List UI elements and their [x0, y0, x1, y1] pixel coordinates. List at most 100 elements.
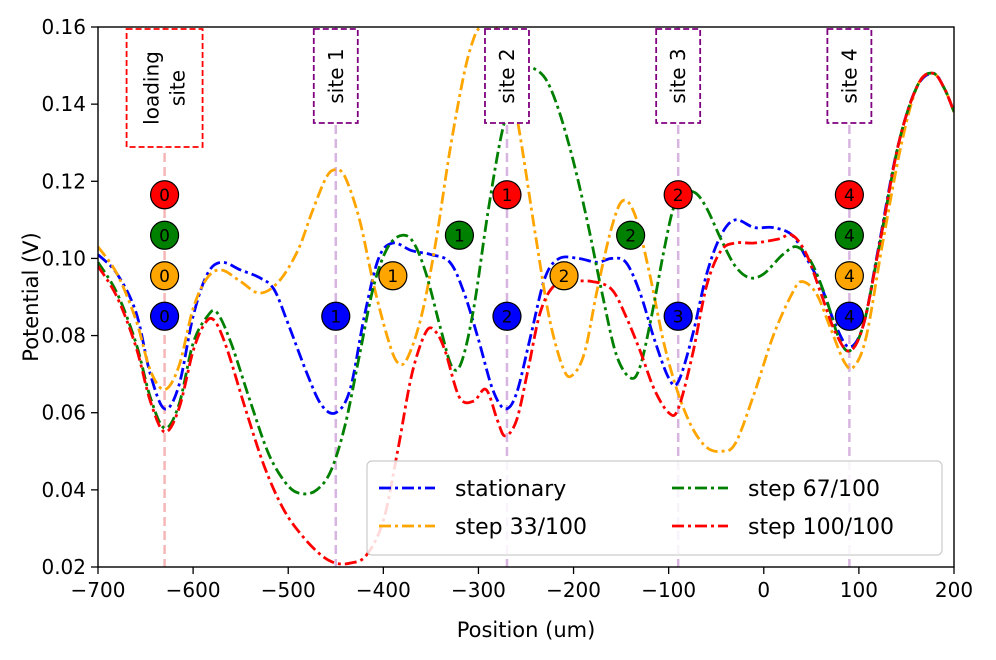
x-tick-label: 0	[757, 578, 770, 602]
series-line-step-100-100	[98, 71, 954, 566]
marker-step-100-100-2: 2	[663, 180, 693, 210]
marker-label: 2	[625, 226, 636, 246]
site-box-site-2: site 2	[484, 28, 530, 124]
x-tick-label: −400	[356, 578, 411, 602]
series-line-stationary	[98, 71, 954, 415]
legend-label: stationary	[455, 477, 566, 502]
marker-circle	[321, 301, 351, 331]
site-label-text: site 1	[324, 48, 348, 103]
plot-frame	[97, 26, 955, 568]
marker-circle	[663, 180, 693, 210]
marker-step-33-100-4: 4	[834, 261, 864, 291]
y-tick-label: 0.08	[41, 324, 86, 348]
legend: stationary step 33/100 step 67/100 step 100…	[366, 460, 943, 556]
x-tick-label: −200	[546, 578, 601, 602]
marker-label: 1	[502, 186, 513, 206]
marker-circle	[549, 261, 579, 291]
legend-entry-stationary: stationary	[379, 477, 566, 502]
x-tick-label: −700	[71, 578, 126, 602]
marker-label: 1	[454, 226, 465, 246]
marker-label: 4	[844, 267, 855, 287]
y-tick-label: 0.06	[41, 401, 86, 425]
marker-circle	[149, 261, 180, 291]
marker-circle	[149, 301, 180, 331]
site-box-frame	[826, 28, 873, 124]
marker-label: 4	[844, 307, 855, 327]
marker-stationary-3: 3	[663, 301, 693, 331]
x-tick-label: 100	[840, 578, 878, 602]
site-label-boxes: loading site site 1 site 2 site 3 site 4	[125, 28, 873, 148]
marker-label: 4	[844, 186, 855, 206]
marker-label: 1	[330, 307, 341, 327]
marker-label: 2	[673, 186, 684, 206]
site-box-frame	[484, 28, 530, 124]
marker-stationary-0: 0	[149, 301, 180, 331]
site-label-text: site 4	[837, 48, 861, 103]
marker-step-100-100-0: 0	[149, 180, 180, 210]
y-axis-ticks: 0.02 0.04 0.06 0.08 0.10 0.12 0.14 0.16	[41, 15, 98, 579]
y-tick-label: 0.10	[41, 246, 86, 270]
marker-label: 1	[387, 267, 398, 287]
marker-step-33-100-0: 0	[149, 261, 180, 291]
y-tick-label: 0.12	[41, 169, 86, 193]
legend-entry-step-67-100: step 67/100	[672, 477, 880, 502]
marker-label: 0	[159, 186, 170, 206]
marker-stationary-2: 2	[492, 301, 522, 331]
site-box-site-1: site 1	[312, 28, 359, 124]
marker-stationary-4: 4	[834, 301, 864, 331]
marker-circle	[444, 220, 475, 250]
x-tick-label: −300	[451, 578, 506, 602]
marker-step-67-100-2: 2	[616, 220, 646, 250]
marker-step-100-100-4: 4	[834, 180, 864, 210]
site-box-frame	[312, 28, 359, 124]
series-line-step-33-100	[98, 27, 954, 453]
marker-circle	[149, 220, 180, 250]
site-box-site-3: site 3	[655, 28, 702, 124]
site-label-text: site	[166, 70, 190, 106]
site-markers: 0 1 2 3 4 0 1 2 4 0 1 2 4 0 1 2 4	[149, 180, 864, 331]
y-tick-label: 0.14	[41, 92, 86, 116]
legend-label: step 100/100	[748, 515, 894, 540]
marker-label: 2	[559, 267, 570, 287]
site-label-text: site 3	[666, 48, 690, 103]
x-tick-label: −600	[166, 578, 221, 602]
marker-label: 3	[673, 307, 684, 327]
marker-step-67-100-0: 0	[149, 220, 180, 250]
marker-label: 0	[159, 226, 170, 246]
legend-entry-step-33-100: step 33/100	[379, 515, 587, 540]
series-lines	[98, 27, 954, 566]
marker-circle	[834, 220, 864, 250]
site-box-loading-site: loading site	[125, 28, 204, 148]
legend-entry-step-100-100: step 100/100	[672, 515, 894, 540]
marker-step-33-100-1: 1	[378, 261, 408, 291]
marker-circle	[616, 220, 646, 250]
marker-step-67-100-4: 4	[834, 220, 864, 250]
legend-frame	[366, 460, 943, 556]
marker-circle	[492, 301, 522, 331]
marker-step-33-100-2: 2	[549, 261, 579, 291]
x-axis-label: Position (um)	[457, 618, 596, 642]
x-axis-ticks: −700 −600 −500 −400 −300 −200 −100 0 100 200	[71, 567, 973, 602]
marker-step-100-100-1: 1	[492, 180, 522, 210]
x-tick-label: −500	[261, 578, 316, 602]
marker-circle	[834, 261, 864, 291]
marker-stationary-1: 1	[321, 301, 351, 331]
site-box-site-4: site 4	[826, 28, 873, 124]
y-tick-label: 0.16	[41, 15, 86, 39]
marker-label: 4	[844, 226, 855, 246]
marker-circle	[834, 301, 864, 331]
y-axis-label: Potential (V)	[19, 232, 43, 361]
marker-circle	[149, 180, 180, 210]
series-line-step-67-100	[98, 65, 954, 496]
marker-circle	[492, 180, 522, 210]
x-tick-label: 200	[935, 578, 973, 602]
site-label-text: loading	[140, 51, 164, 125]
legend-label: step 33/100	[455, 515, 587, 540]
marker-circle	[663, 301, 693, 331]
marker-circle	[834, 180, 864, 210]
legend-label: step 67/100	[748, 477, 880, 502]
y-tick-label: 0.04	[41, 478, 86, 502]
marker-circle	[378, 261, 408, 291]
marker-label: 0	[159, 307, 170, 327]
